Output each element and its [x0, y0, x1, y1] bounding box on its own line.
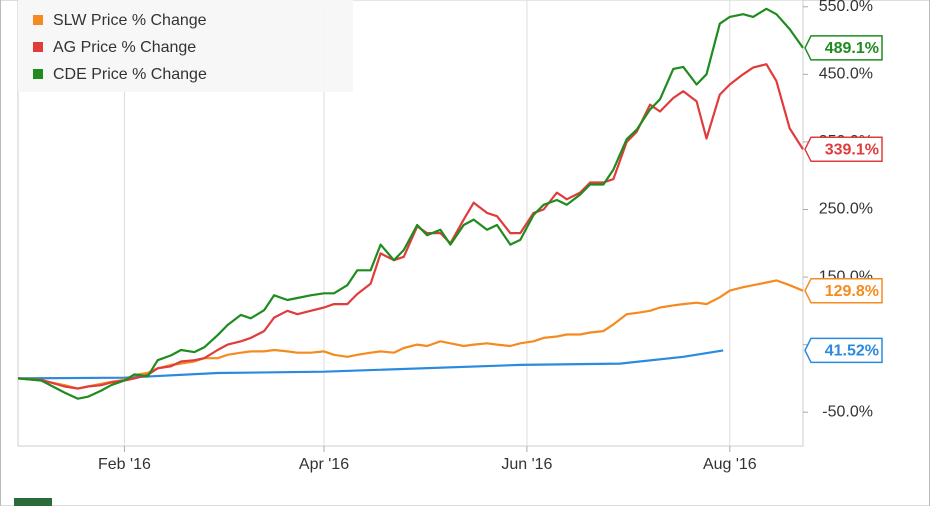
x-tick-label: Jun '16: [501, 456, 552, 473]
y-tick-label: -50.0%: [822, 403, 873, 420]
end-label: 41.52%: [825, 343, 879, 360]
legend-label: AG Price % Change: [53, 39, 196, 56]
end-label-box: [804, 35, 883, 61]
end-labels: 41.52% 129.8% 339.1% 489.1%: [804, 35, 883, 364]
end-label-box: [804, 277, 883, 304]
series-line: [17, 7, 804, 400]
x-tick-label: Aug '16: [703, 456, 757, 473]
lines: [17, 7, 804, 400]
x-tick-label: Feb '16: [98, 456, 151, 473]
y-tick-label: 250.0%: [819, 201, 873, 218]
end-label: 339.1%: [825, 141, 879, 158]
y-tick-label: 550.0%: [819, 0, 873, 15]
legend-box: [18, 0, 353, 92]
logo: [14, 498, 52, 506]
y-tick-label: 450.0%: [819, 66, 873, 83]
end-label: 129.8%: [825, 283, 879, 300]
legend-swatch: [33, 69, 43, 79]
end-label-box: [804, 136, 883, 163]
legend-swatch: [33, 42, 43, 52]
x-tick-label: Apr '16: [299, 456, 349, 473]
legend-swatch: [33, 15, 43, 25]
series-line: [17, 279, 804, 390]
end-label-box: [804, 337, 883, 364]
legend-label: CDE Price % Change: [53, 66, 207, 83]
end-label: 489.1%: [825, 40, 879, 57]
legend-label: SLW Price % Change: [53, 12, 207, 29]
legend: SLW Price % Change AG Price % Change CDE P…: [33, 12, 207, 83]
